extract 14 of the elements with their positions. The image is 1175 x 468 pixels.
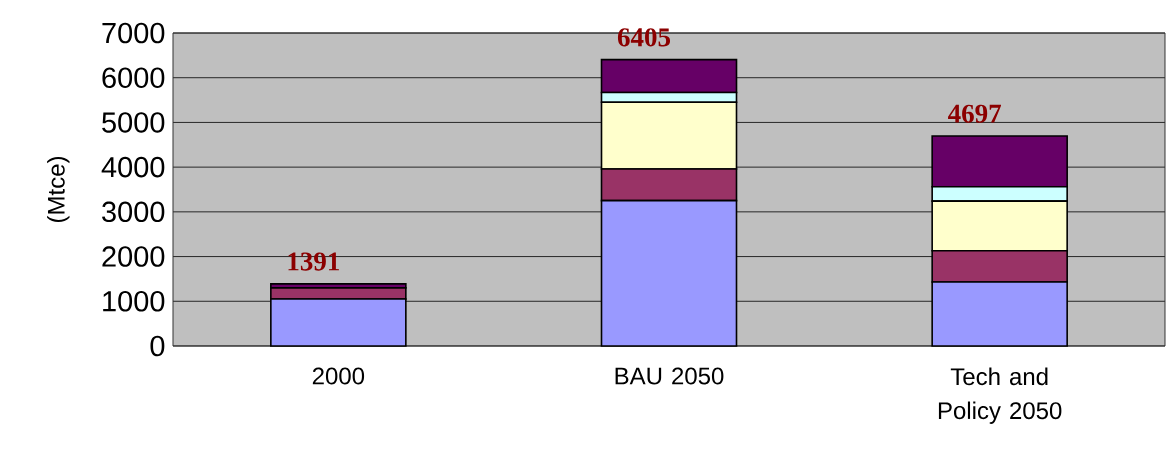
y-tick-label: 7000 bbox=[102, 22, 165, 44]
y-tick-label: 2000 bbox=[102, 246, 165, 267]
y-axis-title: (Mtce) bbox=[47, 156, 70, 222]
total-label: 1391 bbox=[288, 252, 339, 271]
y-tick-label: 0 bbox=[150, 335, 165, 357]
x-tick-label: Tech and Policy 2050 bbox=[938, 367, 1062, 424]
x-tick-label: BAU 2050 bbox=[615, 367, 724, 385]
y-tick-label: 3000 bbox=[102, 201, 165, 223]
y-tick-label: 4000 bbox=[101, 156, 165, 178]
y-tick-label: 6000 bbox=[102, 67, 165, 88]
y-tick-label: 1000 bbox=[103, 291, 165, 312]
y-tick-label: 5000 bbox=[102, 112, 165, 133]
x-tick-label: 2000 bbox=[312, 367, 365, 385]
total-label: 4697 bbox=[948, 104, 1002, 123]
